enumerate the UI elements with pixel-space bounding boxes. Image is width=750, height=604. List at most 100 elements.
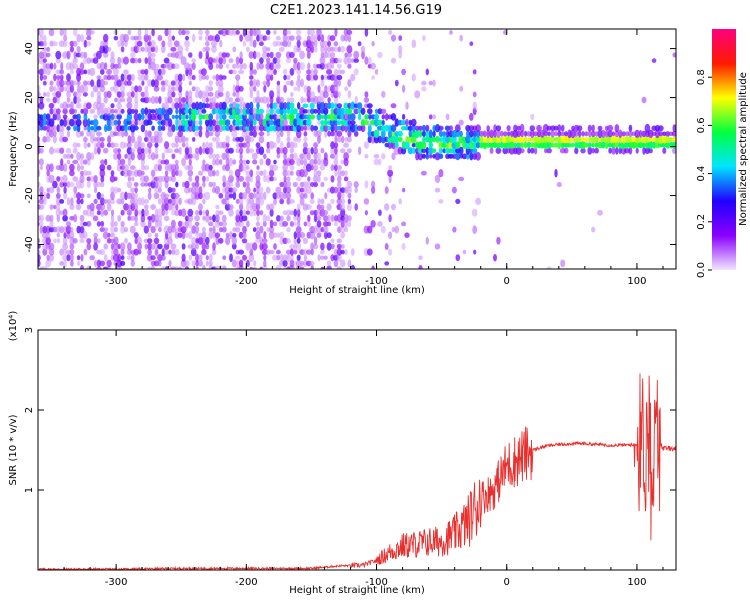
spectrogram-cell [336, 266, 342, 269]
spectrogram-cell [45, 129, 51, 138]
spectrogram-cell [222, 175, 227, 183]
spectrogram-cell [421, 141, 427, 150]
spectrogram-cell [245, 203, 250, 211]
spectrogram-cell [333, 68, 338, 75]
spectrogram-cell [205, 85, 210, 93]
spectrogram-cell [473, 249, 477, 255]
spectrogram-cell [134, 57, 138, 64]
spectrogram-cell [293, 249, 298, 255]
spectrogram-cell [175, 118, 179, 127]
spectrogram-cell [371, 180, 376, 189]
spectrogram-cell [49, 146, 54, 155]
spectrogram-cell [283, 108, 287, 115]
spectrogram-cell [343, 142, 349, 148]
spectrogram-cell [184, 152, 190, 160]
spectrogram-cell [143, 209, 149, 217]
spectrogram-cell [45, 136, 51, 143]
spectrogram-cell [80, 170, 84, 176]
spectrogram-cell [100, 193, 105, 199]
spectrogram-cell [130, 57, 136, 64]
spectrogram-cell [303, 136, 308, 143]
spectrogram-cell [378, 209, 382, 216]
spectrogram-cell [73, 109, 77, 114]
spectrogram-cell [144, 68, 149, 75]
spectrogram-cell [150, 255, 156, 261]
spectrogram-cell [377, 119, 383, 126]
spectrogram-cell [133, 125, 139, 131]
spectrogram-cell [137, 236, 142, 246]
spectrogram-cell [583, 142, 590, 148]
spectrogram-cell [185, 101, 189, 110]
spectrogram-cell [96, 75, 102, 80]
snr-x-tick-label: 100 [627, 577, 646, 588]
spectrogram-cell [93, 175, 98, 183]
spectrogram-cell [215, 63, 220, 69]
spectrogram-cell [527, 147, 531, 154]
spectrogram-cell [391, 131, 396, 137]
spectrogram-cell [373, 113, 380, 120]
spectrogram-cell [73, 214, 78, 223]
spectrogram-cell [259, 192, 264, 200]
spectrogram-cell [286, 74, 291, 81]
spectrogram-cell [334, 29, 338, 37]
spectrogram-cell [297, 220, 301, 227]
spectrogram-cell [366, 103, 373, 109]
spectrogram-cell [116, 163, 122, 172]
spectrogram-cell [570, 129, 576, 139]
spectrogram-cell [380, 225, 386, 234]
spectrogram-cell [45, 163, 51, 172]
spectrogram-cell [249, 84, 254, 93]
spectrogram-cell [96, 142, 102, 149]
spectrogram-cell [248, 112, 255, 121]
spectrogram-cell [238, 259, 244, 268]
spectrogram-cell [103, 254, 108, 262]
spectrogram-cell [94, 259, 98, 268]
spectrogram-cell [214, 186, 221, 195]
spectrogram-cell [129, 165, 136, 170]
spectrogram-cell [258, 41, 264, 46]
spectrogram-cell [340, 45, 346, 53]
spectrogram-cell [299, 266, 305, 269]
spectrogram-cell [431, 148, 437, 153]
spectrogram-cell [336, 253, 342, 262]
spectrogram-cell [217, 84, 224, 94]
spectrogram-cell [55, 50, 62, 60]
spectrogram-cell [103, 209, 108, 216]
spectrogram-cell [198, 113, 203, 121]
spectrogram-cell [143, 175, 150, 183]
spectrogram-cell [388, 214, 392, 223]
spectrogram-cell [428, 141, 434, 149]
spectrogram-cell [652, 136, 656, 143]
spectrogram-cell [303, 158, 308, 166]
spectrogram-cell [66, 153, 71, 159]
spectrogram-cell [161, 125, 166, 131]
spectrogram-cell [520, 142, 524, 149]
spectrogram-cell [39, 221, 44, 227]
spectrogram-cell [627, 136, 634, 143]
spectrogram-cell [557, 140, 561, 150]
spectrogram-cell [188, 118, 193, 127]
spectrogram-cell [69, 163, 75, 172]
spectrogram-cell [323, 176, 329, 182]
spectrogram-cell [455, 141, 461, 149]
spectrogram-cell [422, 35, 426, 41]
spectrogram-cell [65, 221, 72, 227]
spectrogram-cell [164, 266, 169, 269]
spectrogram-cell [346, 186, 352, 194]
spectrogram-cell [299, 50, 305, 60]
spectrogram-cell [201, 90, 207, 98]
spectrogram-cell [581, 131, 585, 137]
spectrogram-cell [256, 226, 260, 233]
spectrogram-cell [181, 29, 186, 36]
spectrogram-cell [168, 231, 172, 239]
spectrogram-cell [402, 84, 406, 93]
spectrogram-cell [69, 118, 75, 127]
spectrogram-cell [174, 79, 179, 88]
spectrogram-cell [370, 62, 376, 70]
spectrogram-cell [388, 231, 393, 239]
spectrogram-cell [191, 124, 196, 133]
spectrogram-cell [239, 214, 244, 223]
spectrogram-cell [134, 198, 139, 204]
spectrogram-cell [324, 129, 328, 138]
